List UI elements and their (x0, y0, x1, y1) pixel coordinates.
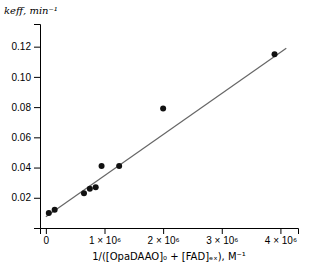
point (272, 51, 278, 57)
tick-mark (34, 198, 40, 199)
tick-label: 0.10 (12, 72, 32, 83)
point (99, 163, 105, 169)
tick-label: 0.08 (12, 102, 32, 113)
tick: 4 × 10⁶ (265, 228, 297, 246)
point (81, 190, 87, 196)
tick-label: 4 × 10⁶ (265, 235, 297, 246)
point (93, 184, 99, 190)
tick-mark (280, 228, 281, 234)
point (52, 207, 58, 213)
tick-label: 1 × 10⁶ (89, 235, 121, 246)
tick-label: 0.06 (12, 132, 32, 143)
point (87, 186, 93, 192)
tick: 0.10 (12, 72, 40, 83)
point (46, 210, 52, 216)
tick: 1 × 10⁶ (89, 228, 121, 246)
tick: 0.06 (12, 132, 40, 143)
data-layer (46, 48, 286, 217)
tick-mark (163, 228, 164, 234)
tick-mark (34, 107, 40, 108)
axis-line (34, 25, 41, 229)
tick-mark (46, 228, 47, 234)
tick-mark (34, 168, 40, 169)
tick-mark (34, 77, 40, 78)
tick-mark (105, 228, 106, 234)
chart: 01 × 10⁶2 × 10⁶3 × 10⁶4 × 10⁶0.020.040.0… (0, 0, 312, 266)
y-axis: 0.02 0.04 0.06 0.08 0.10 0.12 (12, 25, 41, 229)
tick-label: 0 (44, 235, 50, 246)
tick-label: 0.04 (12, 162, 32, 173)
tick-mark (222, 228, 223, 234)
x-axis-title: 1/([OpaDAAO]₀ + [FAD]ₑₓ), M⁻¹ (92, 251, 246, 262)
tick-label: 3 × 10⁶ (206, 235, 238, 246)
tick-mark (34, 47, 40, 48)
tick: 0.02 (12, 192, 40, 203)
plot: 01 × 10⁶2 × 10⁶3 × 10⁶4 × 10⁶0.020.040.0… (12, 25, 299, 247)
tick: 0.04 (12, 162, 40, 173)
tick: 2 × 10⁶ (148, 228, 180, 246)
x-axis: 0 1 × 10⁶ 2 × 10⁶ 3 × 10⁶ 4 × 10⁶ (41, 228, 299, 246)
point (160, 106, 166, 112)
tick-label: 2 × 10⁶ (148, 235, 180, 246)
axis-line (41, 229, 299, 235)
tick: 0.12 (12, 41, 40, 52)
tick-label: 0.12 (12, 41, 32, 52)
y-axis-title: keff, min⁻¹ (4, 5, 58, 16)
tick-label: 0.02 (12, 192, 32, 203)
point (116, 163, 122, 169)
tick: 0 (44, 228, 50, 246)
tick: 3 × 10⁶ (206, 228, 238, 246)
tick-mark (34, 137, 40, 138)
tick: 0.08 (12, 102, 40, 113)
fit-line (46, 48, 286, 217)
